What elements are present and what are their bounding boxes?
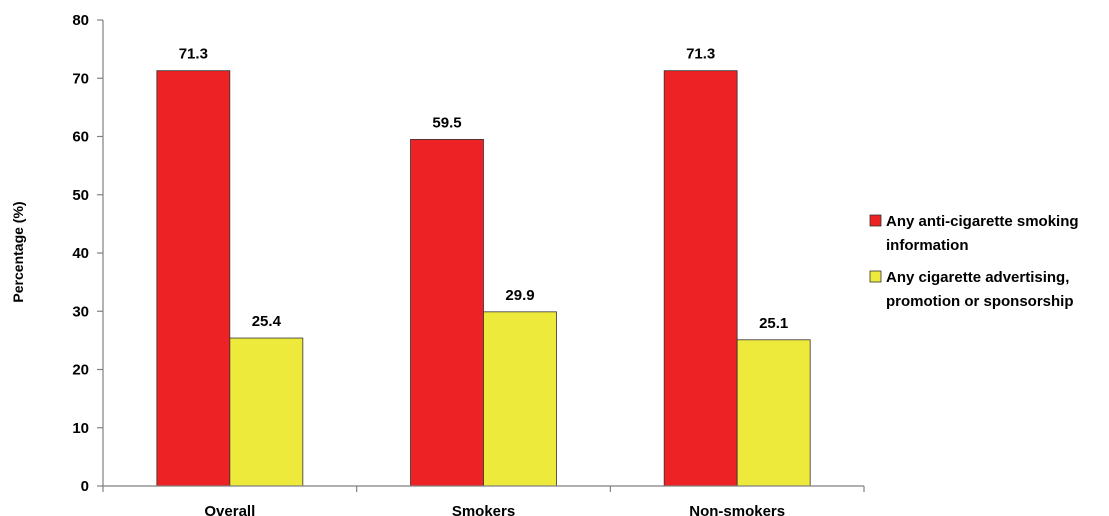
- category-label: Overall: [204, 503, 255, 516]
- y-tick-label: 20: [72, 362, 89, 379]
- bar-advertising-overall: [229, 337, 304, 487]
- bar-advertising-smokers: [483, 311, 557, 487]
- bar-advertising-non-smokers: [736, 339, 811, 487]
- legend-label: information: [886, 237, 969, 254]
- legend: Any anti-cigarette smoking information Any…: [869, 213, 1079, 310]
- data-label: 25.4: [252, 313, 282, 330]
- data-label: 25.1: [759, 315, 788, 332]
- y-tick-label: 30: [72, 303, 89, 320]
- bars: [156, 70, 811, 487]
- y-tick-label: 40: [72, 245, 89, 262]
- x-axis-ticks: [102, 486, 865, 492]
- y-tick-label: 10: [72, 420, 89, 437]
- bar-anti-smoking-non-smokers: [663, 70, 738, 487]
- bar-anti-smoking-overall: [156, 70, 231, 487]
- legend-swatch: [869, 214, 882, 227]
- data-label: 59.5: [432, 114, 461, 131]
- y-tick-label: 50: [72, 187, 89, 204]
- y-tick-label: 80: [72, 12, 89, 29]
- data-label: 29.9: [505, 287, 534, 304]
- y-tick-label: 0: [81, 478, 89, 495]
- legend-label: promotion or sponsorship: [886, 293, 1074, 310]
- y-tick-label: 60: [72, 129, 89, 146]
- legend-label: Any anti-cigarette smoking: [886, 213, 1079, 230]
- y-axis-title: Percentage (%): [10, 201, 26, 302]
- data-label: 71.3: [179, 46, 208, 63]
- bar-anti-smoking-smokers: [410, 139, 484, 487]
- legend-swatch: [869, 270, 882, 283]
- legend-label: Any cigarette advertising,: [886, 269, 1069, 286]
- y-tick-label: 70: [72, 70, 89, 87]
- data-labels: 71.3 25.4 59.5 29.9 71.3 25.1: [179, 46, 789, 332]
- category-label: Smokers: [452, 503, 515, 516]
- y-axis-ticks: 0 10 20 30 40 50 60 70 80: [72, 12, 103, 495]
- axes: [102, 20, 864, 487]
- data-label: 71.3: [686, 46, 715, 63]
- category-label: Non-smokers: [689, 503, 785, 516]
- category-labels: Overall Smokers Non-smokers: [204, 503, 785, 516]
